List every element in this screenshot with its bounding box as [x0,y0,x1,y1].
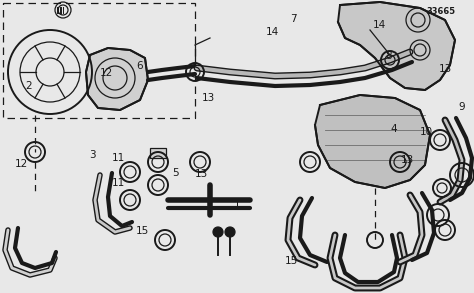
Text: 8: 8 [385,51,392,61]
Text: 4: 4 [390,124,397,134]
Text: 15: 15 [285,256,298,266]
Circle shape [213,227,223,237]
Text: 3: 3 [89,150,96,160]
Text: 13: 13 [439,64,452,74]
Text: 6: 6 [137,61,143,71]
Text: 2: 2 [25,81,32,91]
Text: 15: 15 [136,226,149,236]
Text: 13: 13 [195,169,208,179]
Text: 5: 5 [172,168,179,178]
FancyBboxPatch shape [150,148,166,158]
Text: 1: 1 [234,199,240,209]
Text: 11: 11 [112,178,125,188]
Polygon shape [338,2,455,90]
Bar [3,3,195,118]
Text: 12: 12 [100,68,113,78]
Text: 11: 11 [112,153,125,163]
Text: 33665: 33665 [426,7,456,16]
Text: 12: 12 [15,159,28,169]
Circle shape [225,227,235,237]
Text: 7: 7 [291,14,297,24]
Text: 10: 10 [420,127,433,137]
Text: 14: 14 [373,20,386,30]
Polygon shape [86,48,148,110]
Text: 14: 14 [266,27,279,37]
Text: 13: 13 [401,155,414,165]
Polygon shape [315,95,430,188]
Text: 13: 13 [202,93,215,103]
Text: 9: 9 [459,102,465,112]
